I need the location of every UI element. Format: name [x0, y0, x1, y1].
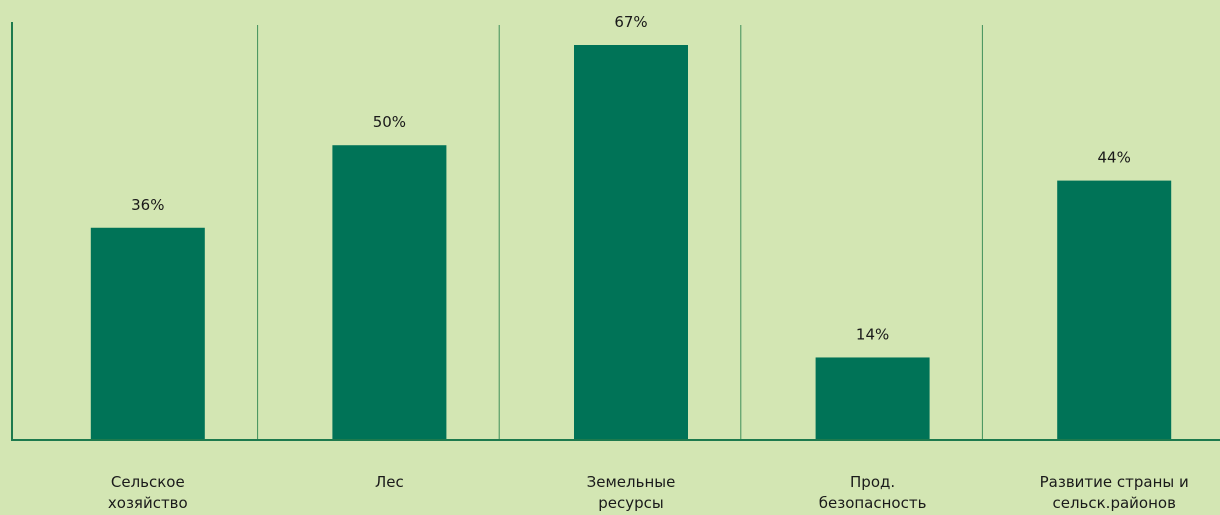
data-label: 36% — [131, 196, 164, 214]
bar — [90, 227, 205, 440]
category-label-line: Прод. — [850, 473, 895, 491]
category-label-line: Лес — [375, 473, 404, 491]
bars-group — [90, 45, 1172, 440]
category-label-line: Сельское — [111, 473, 185, 491]
category-label: Земельные ресурсы — [587, 473, 676, 512]
bar — [332, 145, 447, 440]
bar — [1057, 180, 1172, 440]
bar — [815, 357, 930, 440]
category-label: Лес — [375, 473, 404, 491]
data-label: 50% — [373, 113, 406, 131]
category-label-line: Земельные — [587, 473, 676, 491]
bar — [574, 45, 688, 440]
category-label: Прод. безопасность — [819, 473, 927, 512]
data-label: 67% — [614, 13, 647, 31]
category-label-line: сельск.районов — [1052, 494, 1175, 512]
data-label: 44% — [1098, 149, 1131, 167]
category-label-line: хозяйство — [108, 494, 188, 512]
category-label: Сельское хозяйство — [108, 473, 188, 512]
category-label-line: Развитие страны и — [1040, 473, 1189, 491]
category-label-line: ресурсы — [598, 494, 664, 512]
data-label: 14% — [856, 325, 889, 343]
category-label: Развитие страны и сельск.районов — [1040, 473, 1189, 512]
category-label-line: безопасность — [819, 494, 927, 512]
category-separators — [257, 25, 983, 440]
category-labels-group: Сельское хозяйство Лес Земельные ресурсы Прод… — [108, 473, 1189, 512]
data-labels-group: 36% 50% 67% 14% 44% — [131, 13, 1131, 343]
